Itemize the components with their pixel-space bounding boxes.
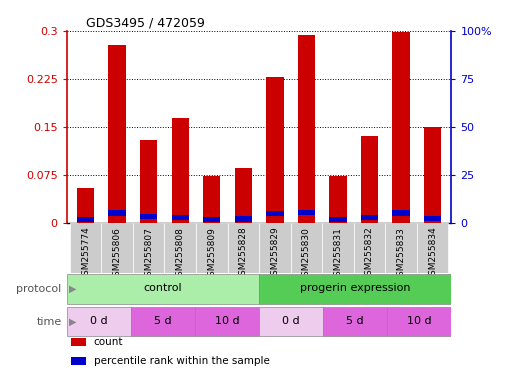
- Bar: [70, 338, 86, 346]
- Text: GSM255828: GSM255828: [239, 227, 248, 281]
- Bar: [329, 217, 347, 222]
- Bar: [353, 223, 385, 273]
- Text: ▶: ▶: [69, 316, 77, 327]
- Bar: [298, 35, 315, 223]
- Bar: [323, 307, 387, 336]
- Text: 5 d: 5 d: [154, 316, 172, 326]
- Bar: [108, 210, 126, 215]
- Text: 0 d: 0 d: [282, 316, 300, 326]
- Bar: [70, 356, 86, 365]
- Bar: [67, 307, 131, 336]
- Text: count: count: [93, 337, 123, 347]
- Bar: [387, 307, 451, 336]
- Bar: [329, 176, 347, 223]
- Text: GSM255832: GSM255832: [365, 227, 374, 281]
- Text: GSM255833: GSM255833: [397, 227, 405, 281]
- Bar: [171, 118, 189, 223]
- Text: GSM255774: GSM255774: [81, 227, 90, 281]
- Bar: [266, 78, 284, 223]
- Text: protocol: protocol: [16, 284, 62, 294]
- Bar: [228, 223, 259, 273]
- Bar: [77, 217, 94, 222]
- Bar: [165, 223, 196, 273]
- Bar: [67, 274, 259, 304]
- Bar: [131, 307, 195, 336]
- Bar: [140, 139, 157, 223]
- Text: time: time: [36, 316, 62, 327]
- Bar: [298, 210, 315, 215]
- Bar: [133, 223, 165, 273]
- Bar: [108, 45, 126, 223]
- Text: 10 d: 10 d: [407, 316, 432, 326]
- Bar: [361, 215, 378, 220]
- Bar: [259, 223, 290, 273]
- Bar: [70, 223, 102, 273]
- Bar: [140, 214, 157, 219]
- Bar: [322, 223, 353, 273]
- Text: percentile rank within the sample: percentile rank within the sample: [93, 356, 269, 366]
- Bar: [392, 32, 410, 223]
- Bar: [424, 215, 441, 221]
- Bar: [203, 176, 221, 223]
- Text: GSM255831: GSM255831: [333, 227, 342, 281]
- Bar: [234, 217, 252, 222]
- Text: progerin expression: progerin expression: [300, 283, 410, 293]
- Bar: [195, 307, 259, 336]
- Text: GSM255834: GSM255834: [428, 227, 437, 281]
- Text: ▶: ▶: [69, 284, 77, 294]
- Bar: [424, 127, 441, 223]
- Text: GDS3495 / 472059: GDS3495 / 472059: [86, 17, 205, 30]
- Bar: [203, 217, 221, 222]
- Bar: [361, 136, 378, 223]
- Text: GSM255829: GSM255829: [270, 227, 280, 281]
- Bar: [385, 223, 417, 273]
- Bar: [102, 223, 133, 273]
- Text: 0 d: 0 d: [90, 316, 108, 326]
- Bar: [196, 223, 228, 273]
- Bar: [266, 211, 284, 217]
- Bar: [234, 168, 252, 223]
- Bar: [290, 223, 322, 273]
- Bar: [392, 210, 410, 215]
- Bar: [171, 215, 189, 220]
- Text: 5 d: 5 d: [346, 316, 364, 326]
- Text: GSM255806: GSM255806: [113, 227, 122, 281]
- Bar: [259, 274, 451, 304]
- Text: GSM255830: GSM255830: [302, 227, 311, 281]
- Text: GSM255807: GSM255807: [144, 227, 153, 281]
- Bar: [77, 187, 94, 223]
- Text: GSM255808: GSM255808: [176, 227, 185, 281]
- Bar: [259, 307, 323, 336]
- Text: 10 d: 10 d: [214, 316, 240, 326]
- Text: GSM255809: GSM255809: [207, 227, 216, 281]
- Bar: [417, 223, 448, 273]
- Text: control: control: [144, 283, 182, 293]
